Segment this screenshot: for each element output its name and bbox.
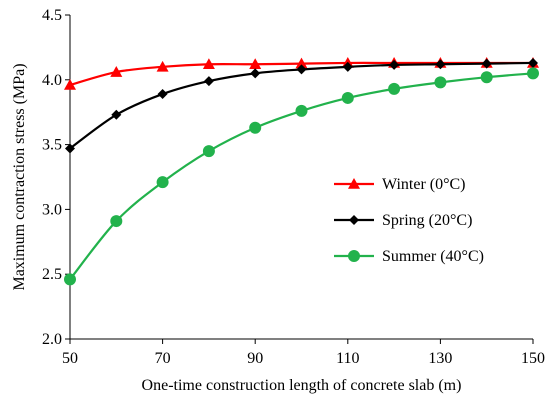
data-point	[64, 273, 76, 286]
data-point	[481, 58, 492, 69]
legend-marker	[349, 215, 359, 225]
legend: Winter (0°C) Spring (20°C) Summer (40°C)	[334, 176, 484, 265]
y-tick-label: 2.5	[42, 266, 62, 283]
legend-marker	[348, 250, 360, 262]
x-tick-label: 90	[247, 350, 263, 367]
series-layer	[64, 56, 539, 286]
data-point	[202, 58, 215, 70]
legend-marker	[348, 178, 360, 189]
y-tick-label: 3.0	[42, 201, 62, 218]
x-tick-label: 130	[428, 350, 452, 367]
data-point	[110, 66, 123, 77]
y-tick-label: 3.5	[42, 137, 62, 154]
y-tick-label: 2.0	[42, 331, 62, 348]
series-2	[65, 57, 538, 154]
data-point	[388, 82, 401, 95]
legend-item: Winter (0°C)	[334, 176, 466, 193]
x-axis-title: One-time construction length of concrete…	[142, 377, 462, 394]
legend-label: Winter (0°C)	[382, 176, 466, 193]
data-point	[203, 76, 214, 87]
data-point	[250, 68, 261, 79]
data-point	[157, 89, 168, 100]
x-tick-label: 70	[155, 350, 171, 367]
y-axis-title: Maximum contraction stress (MPa)	[11, 63, 28, 290]
x-tick-label: 50	[62, 350, 78, 367]
legend-item: Summer (40°C)	[334, 248, 484, 265]
x-tick-label: 150	[521, 350, 545, 367]
data-point	[65, 143, 75, 154]
data-point	[480, 71, 493, 84]
data-point	[156, 60, 169, 72]
data-point	[249, 121, 262, 134]
data-point	[296, 64, 307, 75]
data-point	[342, 61, 353, 72]
data-point	[202, 145, 215, 158]
data-point	[528, 57, 538, 68]
x-tick-label: 110	[336, 350, 359, 367]
legend-label: Summer (40°C)	[382, 248, 484, 265]
series-3	[64, 67, 539, 286]
data-point	[295, 104, 308, 117]
data-point	[110, 215, 123, 228]
y-tick-label: 4.0	[42, 72, 62, 89]
legend-item: Spring (20°C)	[334, 212, 472, 229]
data-point	[64, 78, 76, 90]
y-tick-label: 4.5	[42, 7, 62, 24]
data-point	[249, 58, 262, 70]
data-point	[389, 59, 400, 70]
data-point	[341, 91, 354, 104]
data-point	[295, 57, 308, 69]
legend-label: Spring (20°C)	[382, 212, 472, 229]
data-point	[434, 76, 447, 89]
y-axis: 2.0 2.5 3.0 3.5 4.0 4.5	[42, 7, 70, 348]
x-axis: 50 70 90 110 130 150	[62, 339, 545, 367]
data-point	[527, 67, 539, 80]
data-point	[156, 176, 169, 189]
data-point	[435, 59, 446, 70]
data-point	[111, 109, 122, 120]
